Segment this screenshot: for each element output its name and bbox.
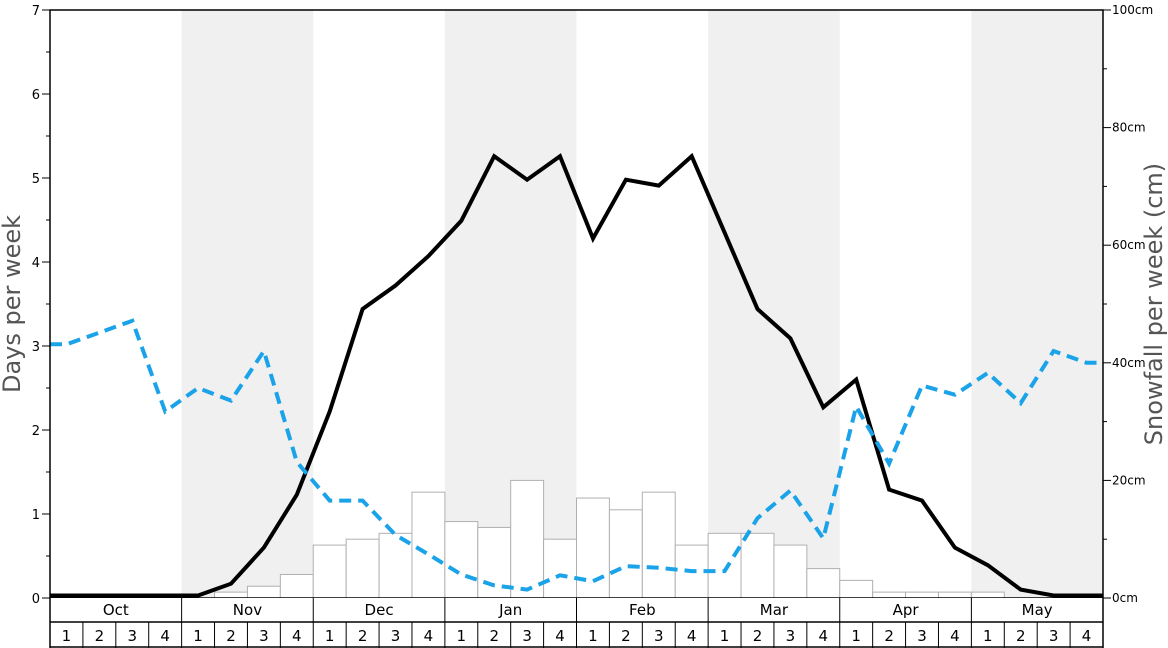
week-label: 4 <box>1082 627 1092 645</box>
month-week-axis: Oct 1 2 3 4 Nov 1 2 3 4 Dec 1 2 3 4 Jan 1 2 3 4 Feb 1 2 3 4 Mar 1 2… <box>49 598 1104 648</box>
week-label: 2 <box>621 627 631 645</box>
right-tick-label: 100cm <box>1112 3 1153 17</box>
right-tick-label: 80cm <box>1112 121 1146 135</box>
snowfall-bar <box>279 573 314 599</box>
solid-line-series <box>50 152 1103 598</box>
left-axis: 0 1 2 3 4 5 6 7 <box>32 4 50 607</box>
week-label: 2 <box>884 627 894 645</box>
snowfall-bar <box>970 591 1005 599</box>
snowfall-bar <box>411 491 446 599</box>
week-label: 2 <box>489 627 499 645</box>
week-label: 1 <box>325 627 335 645</box>
snowfall-bar <box>608 509 643 599</box>
snowfall-bar <box>378 532 413 599</box>
snowfall-bar <box>773 544 808 599</box>
week-label: 1 <box>983 627 993 645</box>
week-label: 4 <box>160 627 170 645</box>
week-label: 4 <box>555 627 565 645</box>
dashed-series-line <box>50 318 1103 592</box>
left-tick-label: 4 <box>32 256 40 271</box>
week-label: 3 <box>391 627 401 645</box>
right-axis-title: Snowfall per week (cm) <box>1140 163 1168 445</box>
snowfall-bar <box>872 591 907 599</box>
snowfall-bar <box>839 579 874 599</box>
right-tick-label: 60cm <box>1112 238 1146 252</box>
snowfall-bar <box>510 479 545 599</box>
week-label: 1 <box>588 627 598 645</box>
snowfall-bar <box>312 544 347 599</box>
week-label: 1 <box>851 627 861 645</box>
week-label: 4 <box>424 627 434 645</box>
snowfall-bar <box>345 538 380 599</box>
left-tick-label: 0 <box>32 592 40 607</box>
snowfall-bar <box>641 491 676 599</box>
week-label: 3 <box>1049 627 1059 645</box>
month-shading <box>181 10 1103 598</box>
week-label: 3 <box>917 627 927 645</box>
snowfall-bar <box>740 532 775 599</box>
week-label: 3 <box>786 627 796 645</box>
week-label: 3 <box>259 627 269 645</box>
month-label-nov: Nov <box>233 601 262 619</box>
month-label-feb: Feb <box>629 601 656 619</box>
left-tick-label: 5 <box>32 172 40 187</box>
right-tick-label: 0cm <box>1112 591 1138 605</box>
month-label-oct: Oct <box>103 601 129 619</box>
solid-series-line <box>50 152 1103 598</box>
month-label-may: May <box>1022 601 1053 619</box>
right-axis: 0cm 20cm 40cm 60cm 80cm 100cm <box>1103 3 1153 605</box>
week-label: 3 <box>654 627 664 645</box>
week-label: 1 <box>193 627 203 645</box>
left-tick-label: 3 <box>32 340 40 355</box>
snowfall-bar <box>576 497 610 599</box>
month-shade-may <box>971 10 1103 598</box>
snowfall-bars <box>214 479 1005 599</box>
week-label: 2 <box>358 627 368 645</box>
month-shade-mar <box>708 10 840 598</box>
week-label: 2 <box>95 627 105 645</box>
left-tick-label: 2 <box>32 424 40 439</box>
left-tick-label: 7 <box>32 4 40 19</box>
snowfall-bar <box>937 591 972 599</box>
snowfall-bar <box>444 521 479 599</box>
week-label: 1 <box>457 627 467 645</box>
snowfall-bar <box>806 568 841 599</box>
week-label: 4 <box>687 627 697 645</box>
snowfall-bar <box>707 532 742 599</box>
week-label: 4 <box>950 627 960 645</box>
month-label-mar: Mar <box>760 601 789 619</box>
right-tick-label: 20cm <box>1112 473 1146 487</box>
week-label: 3 <box>522 627 532 645</box>
left-axis-title: Days per week <box>0 215 26 393</box>
snowfall-bar <box>905 591 939 599</box>
week-label: 2 <box>753 627 763 645</box>
week-label: 4 <box>292 627 302 645</box>
snowfall-bar <box>214 591 248 599</box>
month-label-dec: Dec <box>365 601 394 619</box>
month-label-apr: Apr <box>893 601 920 619</box>
month-shade-nov <box>181 10 314 598</box>
week-label: 4 <box>819 627 829 645</box>
left-tick-label: 1 <box>32 508 40 523</box>
week-label: 2 <box>226 627 236 645</box>
week-label: 1 <box>720 627 730 645</box>
right-tick-label: 40cm <box>1112 356 1146 370</box>
week-label: 1 <box>62 627 72 645</box>
snowfall-bar <box>543 538 577 599</box>
month-label-jan: Jan <box>498 601 522 619</box>
snowfall-bar <box>246 585 281 599</box>
dashed-line-series <box>50 318 1103 592</box>
week-label: 2 <box>1016 627 1026 645</box>
left-tick-label: 6 <box>32 88 40 103</box>
week-label: 3 <box>127 627 137 645</box>
